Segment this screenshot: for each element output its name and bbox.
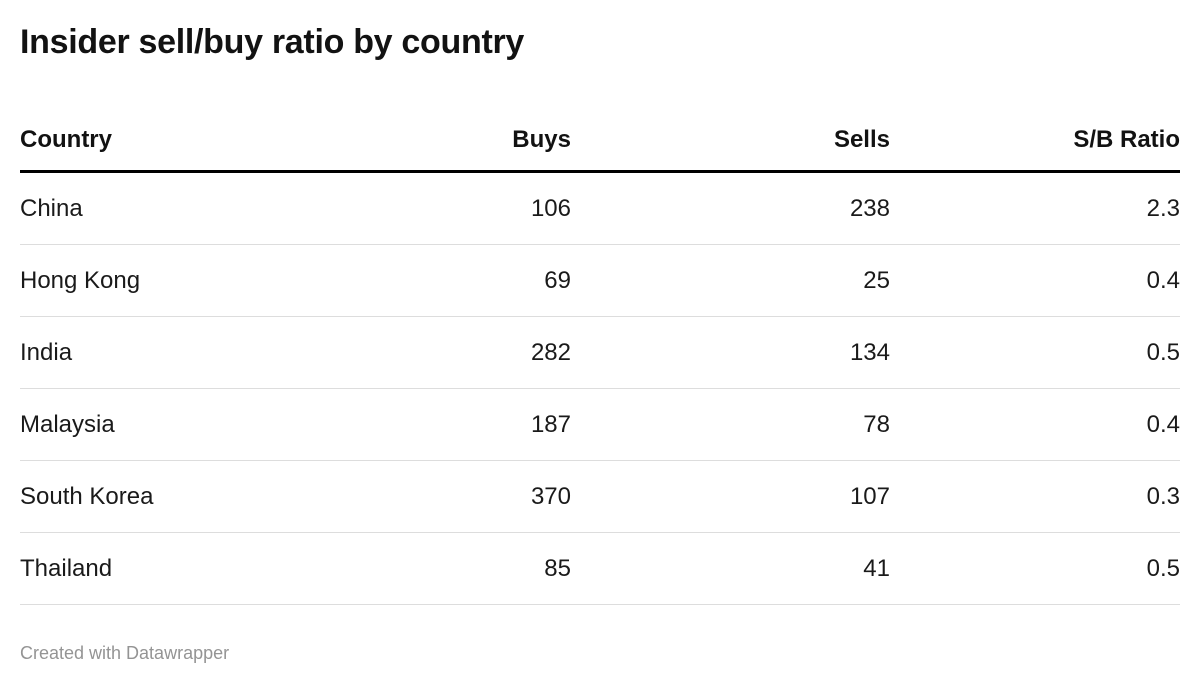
table-row: Malaysia 187 78 0.4: [20, 388, 1180, 461]
table-header-row: Country Buys Sells S/B Ratio: [20, 124, 1180, 173]
value-cell: 41: [570, 532, 890, 605]
value-cell: 25: [570, 244, 890, 317]
country-cell: Hong Kong: [20, 244, 380, 317]
value-cell: 0.4: [889, 244, 1180, 317]
value-cell: 107: [570, 460, 890, 533]
table-row: Thailand 85 41 0.5: [20, 532, 1180, 605]
table-row: South Korea 370 107 0.3: [20, 460, 1180, 533]
table-row: India 282 134 0.5: [20, 316, 1180, 389]
value-cell: 238: [570, 171, 890, 245]
value-cell: 282: [379, 316, 571, 389]
page-title: Insider sell/buy ratio by country: [20, 23, 525, 61]
column-header-country: Country: [20, 124, 380, 173]
country-cell: Thailand: [20, 532, 380, 605]
country-cell: China: [20, 171, 380, 245]
value-cell: 134: [570, 316, 890, 389]
column-header-buys: Buys: [379, 124, 571, 173]
datawrapper-credit: Created with Datawrapper: [20, 643, 230, 663]
table-row: China 106 238 2.3: [20, 171, 1180, 245]
value-cell: 0.4: [889, 388, 1180, 461]
value-cell: 2.3: [889, 171, 1180, 245]
table-body: China 106 238 2.3 Hong Kong 69 25 0.4 India 282 13…: [20, 171, 1180, 605]
country-cell: India: [20, 316, 380, 389]
value-cell: 370: [379, 460, 571, 533]
value-cell: 69: [379, 244, 571, 317]
country-cell: South Korea: [20, 460, 380, 533]
value-cell: 0.3: [889, 460, 1180, 533]
value-cell: 106: [379, 171, 571, 245]
value-cell: 0.5: [889, 316, 1180, 389]
value-cell: 0.5: [889, 532, 1180, 605]
value-cell: 187: [379, 388, 571, 461]
country-cell: Malaysia: [20, 388, 380, 461]
value-cell: 85: [379, 532, 571, 605]
table-row: Hong Kong 69 25 0.4: [20, 244, 1180, 317]
column-header-s-b-ratio: S/B Ratio: [889, 124, 1180, 173]
value-cell: 78: [570, 388, 890, 461]
column-header-sells: Sells: [570, 124, 890, 173]
data-table: Country Buys Sells S/B Ratio China 106 238 2.3…: [20, 124, 1180, 605]
